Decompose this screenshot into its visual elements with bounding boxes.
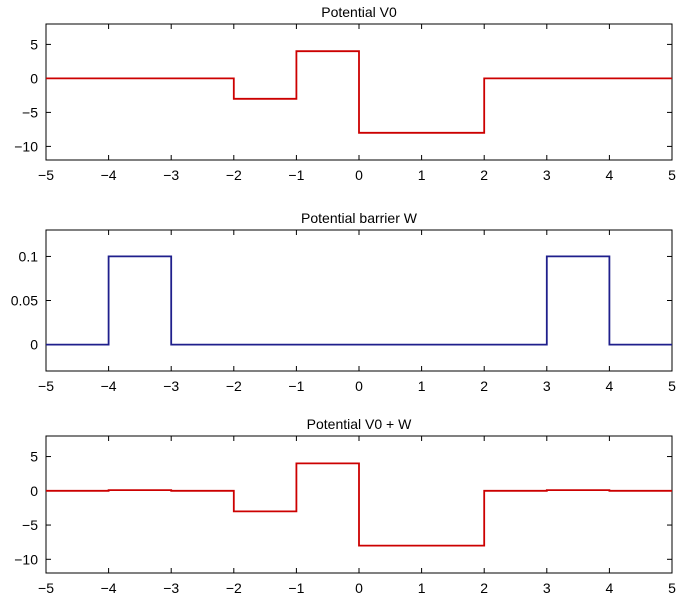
y-tick-label: −10 [14,551,38,567]
y-tick-label: −5 [22,517,38,533]
y-tick-label: 0 [30,483,38,499]
x-tick-label: 5 [668,580,676,596]
x-tick-label: 4 [606,378,614,394]
x-tick-label: −4 [101,378,117,394]
y-tick-label: 5 [30,449,38,465]
x-tick-label: 4 [606,167,614,183]
x-tick-label: −2 [226,167,242,183]
y-tick-label: −10 [14,138,38,154]
x-tick-label: −1 [288,167,304,183]
y-tick-label: 0.1 [19,248,39,264]
series-line [46,255,672,346]
x-tick-label: 2 [480,378,488,394]
chart-title: Potential V0 [321,4,397,20]
x-tick-label: 0 [355,378,363,394]
x-tick-label: −2 [226,580,242,596]
x-tick-label: 2 [480,167,488,183]
chart-panel-1: Potential V0−5 −4 −3 −2 −1 0 1 2 3 4 5−10−505 [14,4,676,183]
series-line [46,50,672,134]
plot-frame [45,229,673,372]
x-tick-label: −4 [101,580,117,596]
x-tick-label: −4 [101,167,117,183]
y-tick-label: 0.05 [11,293,38,309]
x-tick-label: 2 [480,580,488,596]
x-tick-label: 0 [355,580,363,596]
x-tick-label: 1 [418,580,426,596]
x-tick-label: −1 [288,580,304,596]
x-tick-label: −5 [38,378,54,394]
x-tick-label: 1 [418,378,426,394]
x-tick-label: 4 [606,580,614,596]
x-tick-label: 3 [543,580,551,596]
x-tick-label: 1 [418,167,426,183]
x-tick-label: 3 [543,378,551,394]
x-tick-label: −2 [226,378,242,394]
x-tick-label: −5 [38,580,54,596]
x-tick-label: −3 [163,378,179,394]
series-line [46,462,672,547]
y-tick-label: 0 [30,337,38,353]
chart-title: Potential barrier W [301,210,418,226]
chart-panel-3: Potential V0 + W−5 −4 −3 −2 −1 0 1 2 3 4 5−10−505 [14,416,676,596]
y-tick-label: −5 [22,104,38,120]
chart-panel-2: Potential barrier W −5 −4 −3 −2 −1 0 1 2 3 4 5 0 0.05… [11,210,676,394]
x-tick-label: −3 [163,167,179,183]
x-tick-label: 5 [668,167,676,183]
chart-title: Potential V0 + W [307,416,412,432]
x-tick-label: −5 [38,167,54,183]
x-tick-label: −3 [163,580,179,596]
y-tick-label: 0 [30,70,38,86]
x-tick-label: 5 [668,378,676,394]
y-tick-label: 5 [30,36,38,52]
x-tick-label: 0 [355,167,363,183]
x-tick-label: 3 [543,167,551,183]
x-tick-label: −1 [288,378,304,394]
